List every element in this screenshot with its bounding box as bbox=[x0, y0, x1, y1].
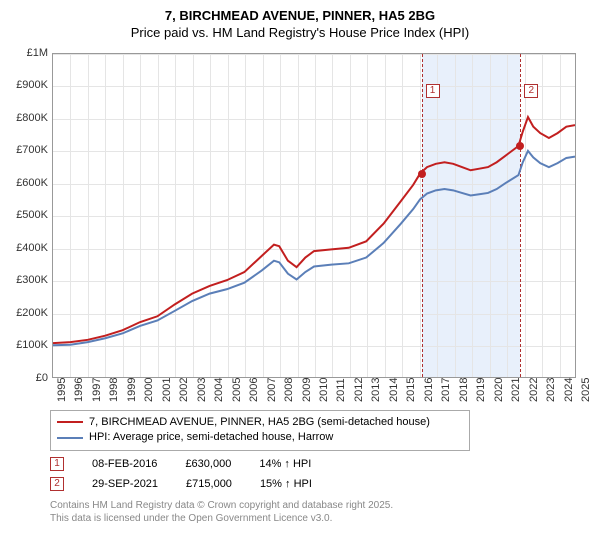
sale-row-badge: 2 bbox=[50, 477, 64, 491]
x-axis-label: 2018 bbox=[458, 377, 470, 401]
y-axis-label: £200K bbox=[12, 307, 48, 319]
x-axis-label: 2012 bbox=[353, 377, 365, 401]
y-axis-label: £900K bbox=[12, 79, 48, 91]
x-axis-label: 2011 bbox=[335, 378, 347, 402]
x-axis-label: 2019 bbox=[475, 377, 487, 401]
legend-label: HPI: Average price, semi-detached house,… bbox=[89, 430, 333, 445]
legend-entry: 7, BIRCHMEAD AVENUE, PINNER, HA5 2BG (se… bbox=[57, 415, 463, 430]
x-axis-label: 2002 bbox=[178, 377, 190, 401]
x-axis-label: 2023 bbox=[545, 377, 557, 401]
y-axis-label: £400K bbox=[12, 242, 48, 254]
x-axis-label: 2000 bbox=[143, 377, 155, 401]
x-axis-label: 2015 bbox=[405, 377, 417, 401]
x-axis-label: 1996 bbox=[73, 377, 85, 401]
sale-date: 08-FEB-2016 bbox=[92, 458, 157, 470]
x-axis-label: 2005 bbox=[231, 377, 243, 401]
x-axis-label: 2010 bbox=[318, 377, 330, 401]
x-axis-label: 2022 bbox=[528, 377, 540, 401]
x-axis-label: 2020 bbox=[493, 377, 505, 401]
x-axis-label: 1998 bbox=[108, 377, 120, 401]
legend-swatch bbox=[57, 421, 83, 423]
y-axis-label: £700K bbox=[12, 144, 48, 156]
x-axis-label: 2001 bbox=[161, 377, 173, 401]
sale-row-badge: 1 bbox=[50, 457, 64, 471]
chart-title-line2: Price paid vs. HM Land Registry's House … bbox=[12, 25, 588, 42]
x-axis-label: 2003 bbox=[196, 377, 208, 401]
sale-data-row: 2 29-SEP-2021 £715,000 15% ↑ HPI bbox=[50, 477, 588, 491]
x-axis-label: 2021 bbox=[510, 377, 522, 401]
legend-swatch bbox=[57, 437, 83, 439]
x-axis-label: 2008 bbox=[283, 377, 295, 401]
x-axis-label: 1997 bbox=[91, 377, 103, 401]
y-axis-label: £300K bbox=[12, 274, 48, 286]
x-axis-label: 2009 bbox=[301, 377, 313, 401]
x-axis-label: 2025 bbox=[580, 377, 592, 401]
series-line bbox=[53, 151, 575, 345]
chart-lines bbox=[53, 54, 575, 377]
x-axis-label: 2014 bbox=[388, 377, 400, 401]
chart-container: 7, BIRCHMEAD AVENUE, PINNER, HA5 2BG Pri… bbox=[0, 0, 600, 560]
sale-vs-hpi: 14% ↑ HPI bbox=[259, 458, 311, 470]
y-axis-label: £600K bbox=[12, 177, 48, 189]
sale-price: £630,000 bbox=[185, 458, 231, 470]
footer-line2: This data is licensed under the Open Gov… bbox=[50, 512, 588, 525]
chart-area: 12 £0 £100K £200K £300K £400K £500K £600K £700K… bbox=[12, 48, 584, 408]
y-axis-label: £800K bbox=[12, 112, 48, 124]
chart-title-line1: 7, BIRCHMEAD AVENUE, PINNER, HA5 2BG bbox=[12, 8, 588, 25]
y-axis-label: £500K bbox=[12, 209, 48, 221]
y-axis-label: £100K bbox=[12, 339, 48, 351]
sale-date: 29-SEP-2021 bbox=[92, 478, 158, 490]
x-axis-label: 1995 bbox=[56, 377, 68, 401]
sale-data-row: 1 08-FEB-2016 £630,000 14% ↑ HPI bbox=[50, 457, 588, 471]
x-axis-label: 2016 bbox=[423, 377, 435, 401]
y-axis-label: £0 bbox=[12, 372, 48, 384]
x-axis-label: 2017 bbox=[440, 377, 452, 401]
x-axis-label: 2006 bbox=[248, 377, 260, 401]
legend-entry: HPI: Average price, semi-detached house,… bbox=[57, 430, 463, 445]
x-axis-label: 1999 bbox=[126, 377, 138, 401]
plot-region: 12 bbox=[52, 53, 576, 378]
sale-price: £715,000 bbox=[186, 478, 232, 490]
x-axis-label: 2004 bbox=[213, 377, 225, 401]
x-axis-label: 2013 bbox=[370, 377, 382, 401]
series-line bbox=[53, 117, 575, 343]
y-axis-label: £1M bbox=[12, 47, 48, 59]
x-axis-label: 2024 bbox=[563, 377, 575, 401]
footer-line1: Contains HM Land Registry data © Crown c… bbox=[50, 499, 588, 512]
legend-label: 7, BIRCHMEAD AVENUE, PINNER, HA5 2BG (se… bbox=[89, 415, 430, 430]
sale-vs-hpi: 15% ↑ HPI bbox=[260, 478, 312, 490]
x-axis-label: 2007 bbox=[266, 377, 278, 401]
attribution-footer: Contains HM Land Registry data © Crown c… bbox=[50, 499, 588, 525]
legend: 7, BIRCHMEAD AVENUE, PINNER, HA5 2BG (se… bbox=[50, 410, 470, 451]
